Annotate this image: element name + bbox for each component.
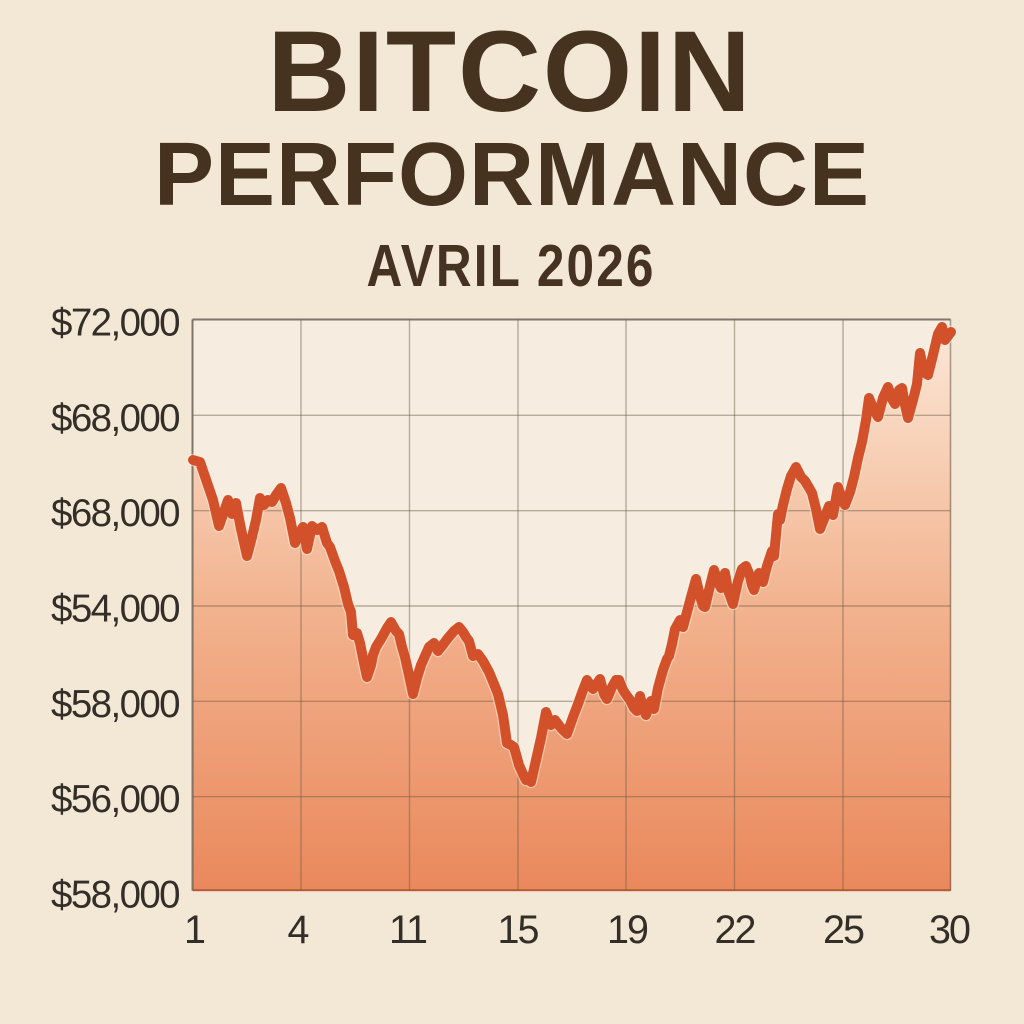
- svg-text:$56,000: $56,000: [51, 778, 179, 821]
- svg-text:$72,000: $72,000: [51, 302, 179, 345]
- svg-text:15: 15: [498, 908, 539, 952]
- svg-text:$58,000: $58,000: [51, 874, 179, 917]
- svg-text:$68,000: $68,000: [51, 397, 179, 440]
- svg-text:25: 25: [823, 908, 864, 952]
- svg-text:30: 30: [929, 908, 970, 952]
- svg-text:BITCOIN: BITCOIN: [267, 8, 752, 136]
- svg-text:22: 22: [715, 908, 755, 952]
- svg-text:AVRIL 2026: AVRIL 2026: [367, 233, 656, 299]
- svg-text:PERFORMANCE: PERFORMANCE: [154, 125, 870, 225]
- svg-text:11: 11: [389, 908, 427, 952]
- svg-text:19: 19: [607, 908, 648, 952]
- svg-text:$68,000: $68,000: [51, 492, 179, 535]
- svg-text:$58,000: $58,000: [51, 683, 179, 726]
- svg-text:4: 4: [288, 908, 309, 952]
- svg-text:$54,000: $54,000: [51, 588, 179, 631]
- svg-text:1: 1: [184, 908, 205, 952]
